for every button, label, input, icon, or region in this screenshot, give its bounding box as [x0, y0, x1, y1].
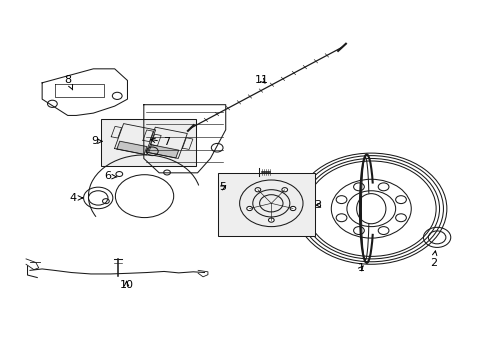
- Text: 3: 3: [313, 200, 321, 210]
- Text: 1: 1: [357, 263, 364, 273]
- Circle shape: [268, 218, 274, 222]
- Text: 11: 11: [254, 75, 268, 85]
- Text: 8: 8: [64, 75, 73, 90]
- Bar: [101, 119, 195, 166]
- Polygon shape: [148, 145, 178, 158]
- Text: 2: 2: [429, 251, 436, 268]
- Circle shape: [246, 206, 252, 211]
- Text: 5: 5: [219, 182, 226, 192]
- Bar: [217, 173, 315, 235]
- Text: 9: 9: [91, 136, 102, 146]
- Circle shape: [281, 188, 287, 192]
- Text: 7: 7: [150, 138, 170, 147]
- Circle shape: [255, 188, 260, 192]
- Text: 4: 4: [69, 193, 82, 203]
- Text: 10: 10: [119, 280, 133, 290]
- Circle shape: [289, 206, 295, 211]
- Polygon shape: [117, 141, 147, 154]
- Text: 6: 6: [104, 171, 117, 181]
